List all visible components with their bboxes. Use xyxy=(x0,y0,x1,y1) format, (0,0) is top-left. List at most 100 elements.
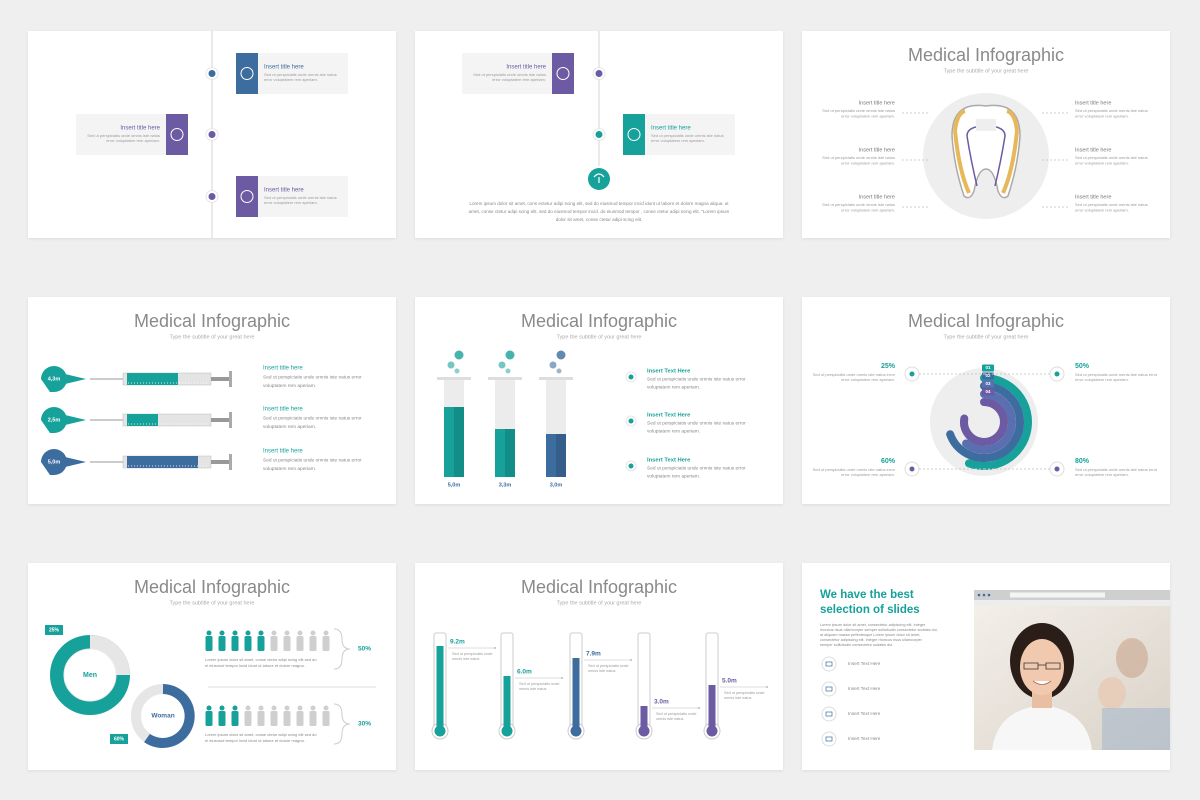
person-body xyxy=(257,711,265,726)
body-text: Sed ut perspiciatis unde xyxy=(519,682,560,686)
value-label: 3,0m xyxy=(550,482,563,488)
bubble xyxy=(556,368,562,374)
body-text: Sed ut perspiciatis unde omnis iste natu… xyxy=(647,420,746,426)
paragraph-line: at aliquam massa pellentesque Lorem ipsu… xyxy=(820,633,920,637)
person-head xyxy=(310,630,316,636)
icon xyxy=(170,128,184,141)
bullet xyxy=(628,374,634,380)
item-title: Insert title here xyxy=(859,147,895,153)
photo-coat xyxy=(992,705,1092,750)
icon-tile xyxy=(236,53,258,94)
body-text: Sed ut perspiciatis unde omnis iste natu… xyxy=(87,133,160,138)
photo-face xyxy=(1020,639,1064,695)
slide-subtitle: Type the subtitle of your great here xyxy=(944,334,1029,340)
icon-glyph xyxy=(825,661,833,667)
person-body xyxy=(205,636,213,651)
bubble xyxy=(549,361,557,369)
photo-bg-child xyxy=(1098,677,1126,709)
slide-subtitle: Type the subtitle of your great here xyxy=(557,334,642,340)
body-text: error voluptatem rem aperiam. xyxy=(1075,472,1129,477)
paragraph-line: amet, conse ctetur adipi scing elit. sed… xyxy=(469,209,730,214)
person-head xyxy=(284,630,290,636)
body-text: Sed ut perspiciatis unde omnis iste natu… xyxy=(1075,372,1158,377)
body-text: Sed ut perspiciatis unde omnis iste natu… xyxy=(1075,108,1148,113)
slide-canvas: Medical Infographic Type the subtitle of … xyxy=(41,311,362,475)
person-head xyxy=(219,705,225,711)
donut-label: Woman xyxy=(151,713,174,720)
item-title: Insert title here xyxy=(263,366,303,372)
body-text: Sed ut perspiciatis unde xyxy=(724,691,765,695)
icon-circle xyxy=(821,706,837,722)
person-body xyxy=(244,711,252,726)
bullet xyxy=(628,463,634,469)
body-text: voluptatem rem aperiam. xyxy=(263,466,316,472)
slide-canvas: Medical Infographic Type the subtitle of … xyxy=(813,311,1158,477)
icon-dot xyxy=(1054,466,1060,472)
body-text: omnis iste natus xyxy=(452,657,480,661)
pointer-end xyxy=(630,659,632,661)
body-text: Lorem ipsum dolor sit amet, conse ctetur… xyxy=(205,732,317,737)
step-tab xyxy=(982,380,994,388)
person-head xyxy=(271,705,277,711)
donut-fill xyxy=(144,684,195,748)
pointer-end xyxy=(494,647,496,649)
body-text: error voluptatem rem aperiam. xyxy=(841,114,895,119)
body-text: error voluptatem rem aperiam. xyxy=(651,138,705,143)
body-text: error voluptatem rem aperiam. xyxy=(106,138,160,143)
tube-fill xyxy=(495,429,515,477)
slide-title: Medical Infographic xyxy=(521,311,677,331)
paragraph-line: Lorem ipsum dolor sit amet, cons ectetur… xyxy=(469,201,729,206)
body-text: Sed ut perspiciatis unde omnis iste natu… xyxy=(1075,467,1158,472)
value-label: 30% xyxy=(358,721,371,728)
bubble xyxy=(454,368,460,374)
body-text: Sed ut perspiciatis unde omnis iste natu… xyxy=(822,202,895,207)
person-head xyxy=(258,630,264,636)
value-label: 2,5m xyxy=(48,417,61,423)
item-title: Insert title here xyxy=(1075,147,1111,153)
body-text: ei eiusmod tempor incid idunt ut labore … xyxy=(205,738,305,743)
icon xyxy=(556,67,570,80)
body-text: Sed ut perspiciatis unde omnis iste natu… xyxy=(1075,202,1148,207)
slide-title: Medical Infographic xyxy=(521,577,677,597)
item-title: Insert title here xyxy=(264,65,304,71)
person-head xyxy=(310,705,316,711)
body-text: Sed ut perspiciatis unde omnis iste natu… xyxy=(813,372,896,377)
person-head xyxy=(323,630,329,636)
body-text: error voluptatem rem aperiam. xyxy=(841,208,895,213)
body-text: voluptatem rem aperiam. xyxy=(263,424,316,430)
bullet xyxy=(628,418,634,424)
person-body xyxy=(322,636,330,651)
address-bar xyxy=(1010,592,1105,598)
person-body xyxy=(244,636,252,651)
person-head xyxy=(297,630,303,636)
icon-glyph xyxy=(825,736,833,742)
person-head xyxy=(245,630,251,636)
ring-arc xyxy=(946,382,1024,462)
slide: Insert title here Sed ut perspiciatis und… xyxy=(28,31,396,238)
drop-tail xyxy=(65,415,86,425)
body-text: Sed ut perspiciatis unde omnis iste natu… xyxy=(822,108,895,113)
value-label: 50% xyxy=(358,646,371,653)
person-body xyxy=(309,711,317,726)
person-body xyxy=(218,636,226,651)
person-body xyxy=(309,636,317,651)
syringe-fill xyxy=(127,414,158,426)
tab-bar xyxy=(974,600,1170,606)
value-label: 3,3m xyxy=(499,482,512,488)
browser-dot xyxy=(977,593,981,597)
item-text: Insert Text Here xyxy=(848,736,881,741)
value-label: 3.0m xyxy=(654,699,669,706)
drop-tail xyxy=(65,374,86,384)
person-body xyxy=(270,711,278,726)
person-head xyxy=(284,705,290,711)
slide-subtitle: Type the subtitle of your great here xyxy=(557,600,642,606)
item-title: Insert title here xyxy=(859,100,895,106)
slide-canvas: Medical Infographic Type the subtitle of … xyxy=(45,577,376,748)
slide-canvas: Medical Infographic Type the subtitle of … xyxy=(822,45,1148,219)
value-label: 5.0m xyxy=(722,678,737,685)
bubble xyxy=(454,350,464,360)
bubble xyxy=(505,350,515,360)
value-label: 6.0m xyxy=(517,669,532,676)
bubble xyxy=(505,368,511,374)
body-text: Sed ut perspiciatis unde xyxy=(656,712,697,716)
